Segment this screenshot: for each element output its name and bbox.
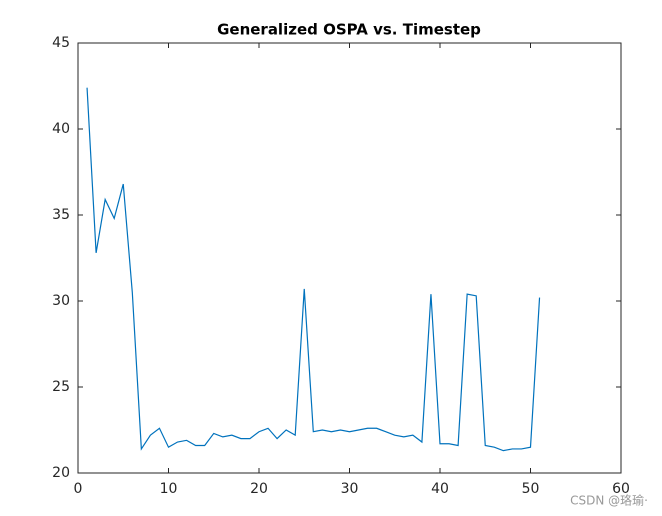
chart-title: Generalized OSPA vs. Timestep (217, 21, 481, 39)
x-tick-label: 20 (250, 481, 268, 497)
axes-box (77, 42, 622, 474)
y-tick-label: 45 (52, 35, 70, 51)
y-tick-label: 30 (52, 293, 70, 309)
watermark: CSDN @珞瑜· (570, 493, 648, 508)
y-tick-label: 25 (52, 379, 70, 395)
x-tick-label: 30 (341, 481, 359, 497)
x-tick-label: 10 (160, 481, 178, 497)
x-tick-label: 0 (74, 481, 83, 497)
y-tick-label: 40 (52, 121, 70, 137)
x-tick-label: 50 (522, 481, 540, 497)
y-tick-label: 35 (52, 207, 70, 223)
x-tick-label: 40 (431, 481, 449, 497)
data-line (86, 87, 541, 452)
y-tick-label: 20 (52, 465, 70, 481)
x-tick-label: 60 (612, 481, 630, 497)
